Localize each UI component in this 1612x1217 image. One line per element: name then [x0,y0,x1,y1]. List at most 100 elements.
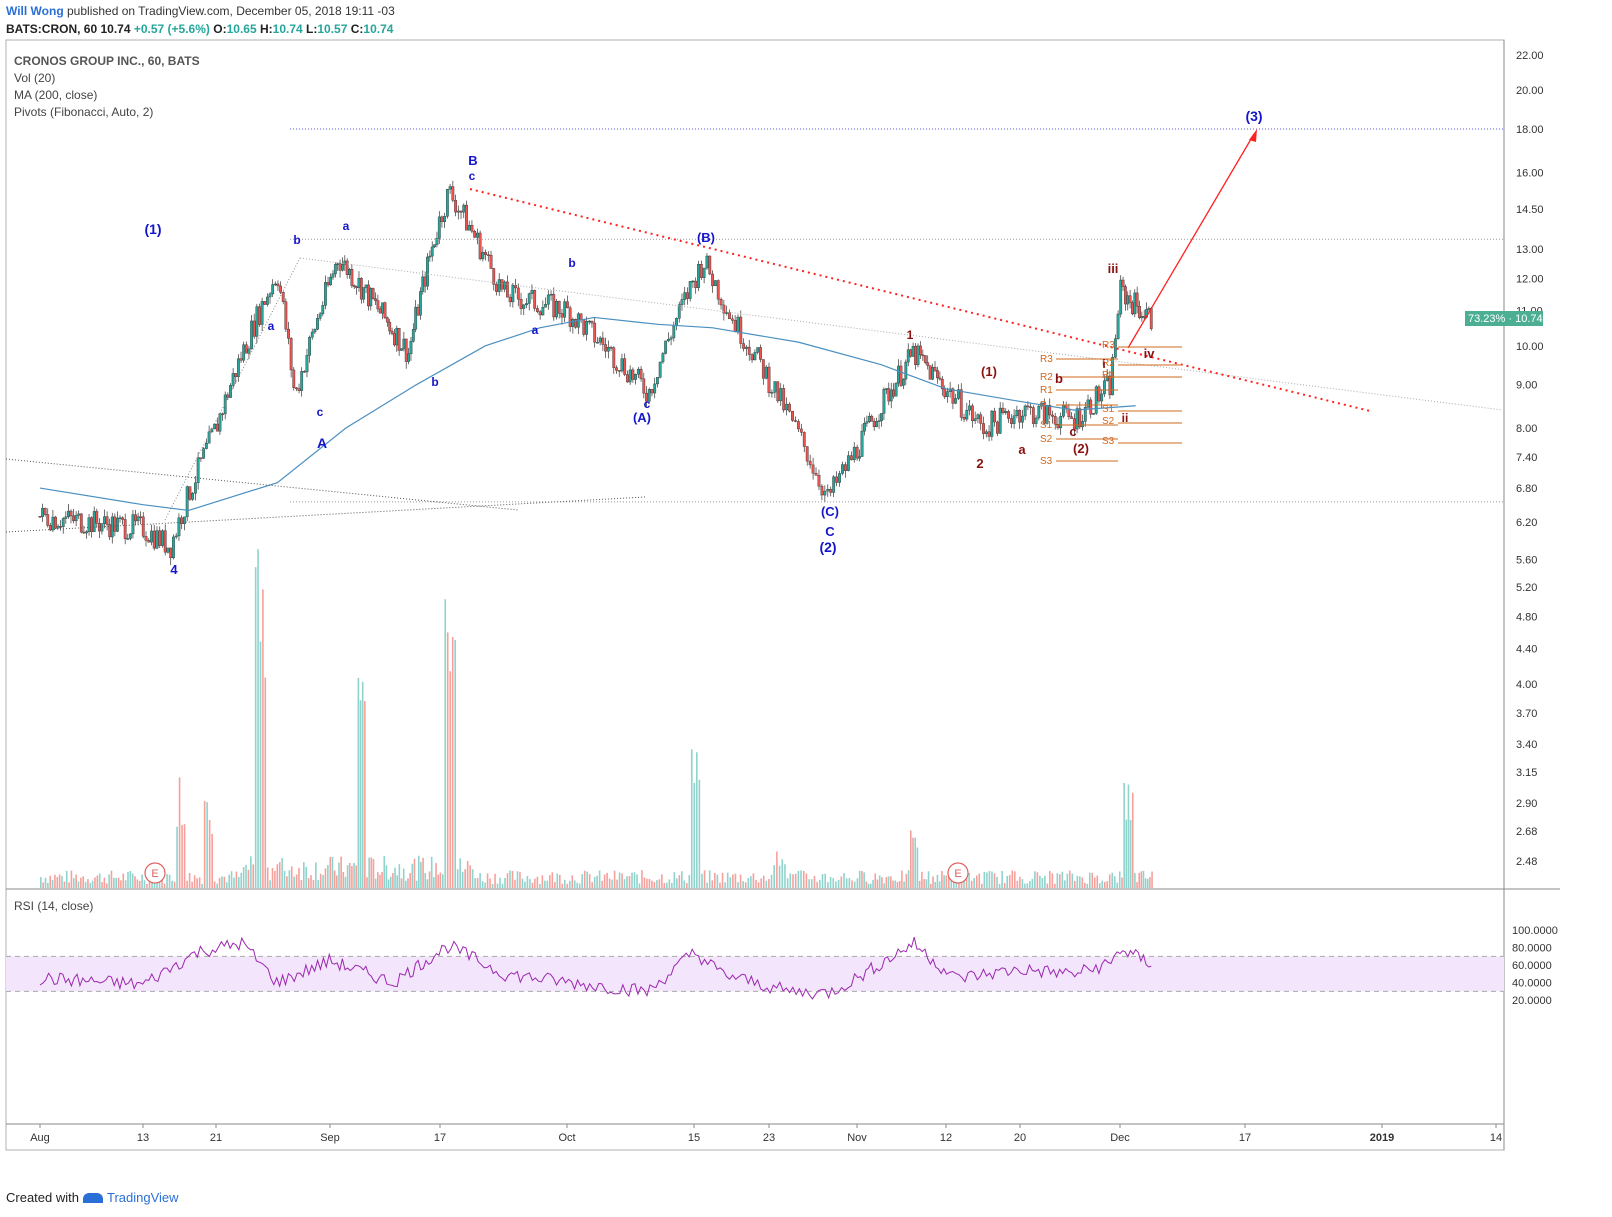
volume-bar [351,866,353,888]
volume-bar [583,870,586,888]
candle-body [1026,405,1030,408]
candle-body [362,287,366,300]
candle-body [533,290,537,309]
volume-bar [851,880,853,888]
candle-body [1070,416,1074,419]
volume-bar [338,862,340,888]
candle-body [376,300,380,310]
candle-body [338,263,342,271]
volume-bar [254,567,257,888]
candle-body [998,407,1002,434]
volume-bar [143,880,146,888]
volume-bar [186,880,188,888]
price-tick-label: 6.80 [1516,483,1537,495]
candle-body [759,347,762,360]
candle-body [870,415,874,422]
volume-bar [883,883,885,888]
time-tick-label: 17 [434,1132,446,1144]
candle-body [1094,386,1098,414]
volume-bar [1113,876,1116,888]
footer-brand[interactable]: TradingView [106,1190,179,1205]
volume-bar [245,864,247,888]
candle-body [121,517,124,520]
author-name[interactable]: Will Wong [6,4,64,18]
candle-body [419,291,422,316]
candle-body [1116,313,1120,339]
volume-bar [916,847,919,888]
volume-bar [1046,883,1049,888]
volume-bar [494,873,496,888]
volume-bar [361,681,364,888]
last-price: 10.74 [100,22,131,36]
candle-body [527,293,531,304]
volume-bar [1149,876,1151,888]
volume-bar [168,874,171,888]
pivot-label: P [1040,400,1047,411]
volume-bar [965,872,968,888]
volume-bar [240,872,243,888]
candle-body [318,313,322,319]
volume-bar [1129,819,1132,888]
volume-bar [918,880,921,888]
volume-bar [688,875,691,888]
volume-bar [1021,879,1024,888]
candle-body [745,346,748,349]
legend-moving-average[interactable]: MA (200, close) [14,88,98,102]
projection-arrow-line [1127,133,1255,349]
candle-body [722,304,726,314]
volume-bar [1008,875,1011,888]
candle-body [433,244,436,248]
volume-bar [1026,883,1029,888]
volume-bar [312,879,315,888]
volume-bar [596,875,598,888]
candle-body [658,361,662,378]
candle-body [552,293,556,318]
candle-body [779,388,783,402]
candle-body [802,432,806,447]
candle-body [218,413,222,432]
candle-body [1053,416,1057,425]
volume-bar [402,868,405,888]
candle-body [626,374,629,383]
volume-bar [892,880,894,888]
volume-bar [889,876,892,888]
legend-symbol-title[interactable]: CRONOS GROUP INC., 60, BATS [14,54,200,68]
volume-bar [706,882,708,888]
candle-body [72,515,75,522]
volume-bar [983,871,986,888]
candle-body [887,388,891,402]
candle-body [739,316,743,344]
candle-body [87,517,91,532]
legend-volume[interactable]: Vol (20) [14,71,56,85]
volume-bar [489,878,491,888]
volume-bar [581,874,584,888]
rsi-line [39,936,1152,1000]
volume-bar [681,871,683,888]
candle-body [252,320,256,337]
volume-bar [840,876,843,888]
volume-bar [471,869,474,888]
volume-bar [262,589,264,888]
volume-bar [571,875,574,888]
candle-body [459,210,463,213]
candle-body [711,273,714,287]
candle-body [601,337,605,345]
candle-body [764,366,768,379]
volume-bar [813,876,816,888]
candle-body [566,301,569,309]
volume-bar [1066,873,1069,888]
volume-bar [1036,872,1039,888]
volume-bar [1088,872,1091,888]
candle-body [1004,411,1008,414]
volume-bar [183,824,186,888]
pivot-label: S1 [1102,404,1115,415]
candle-body [634,373,638,380]
volume-bar [643,877,646,888]
volume-bar [981,883,983,888]
volume-bar [293,876,295,888]
legend-pivots[interactable]: Pivots (Fibonacci, Auto, 2) [14,105,154,119]
volume-bar [409,873,411,888]
volume-bar [721,872,724,888]
candle-body [875,421,879,427]
